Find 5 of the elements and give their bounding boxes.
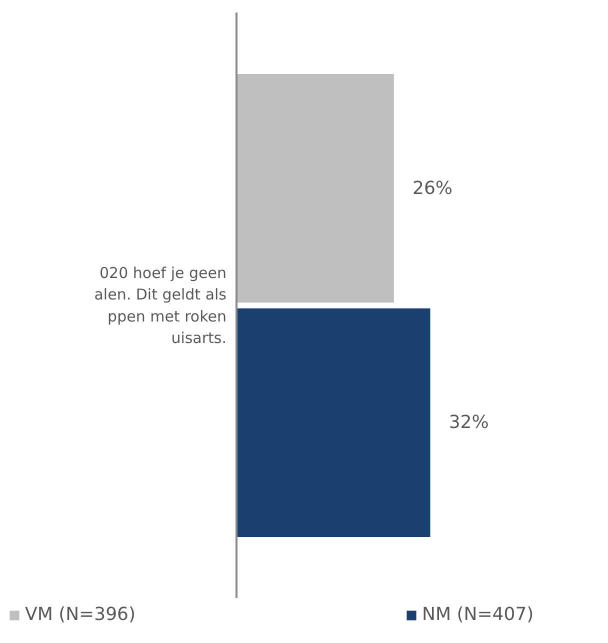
data-label: 32% [448, 412, 489, 434]
legend-label: VM (N=396) [25, 604, 137, 625]
legend-label: NM (N=407) [422, 604, 535, 625]
text: 020 hoef je geen alen. Dit geldt als ppen met roken uisarts. [94, 264, 227, 347]
data-label: 26% [412, 178, 453, 199]
